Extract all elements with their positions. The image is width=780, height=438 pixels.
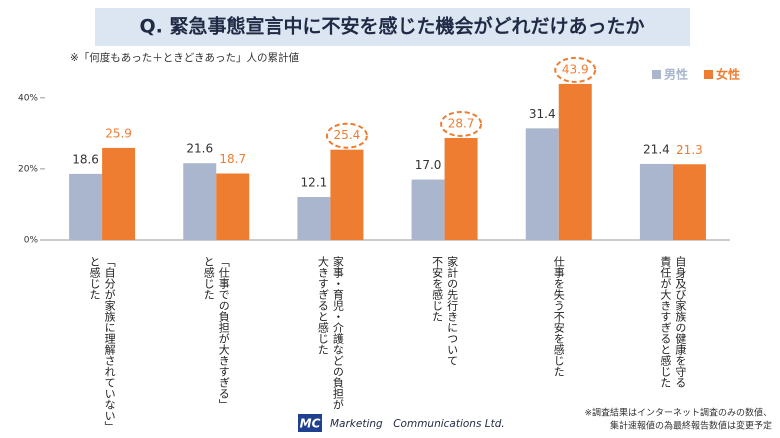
x-tick-label: 「仕事での負担が大きすぎる」 bbox=[217, 256, 230, 410]
x-tick-label: 家計の先行きについて bbox=[446, 255, 459, 366]
x-tick-label: 責任が大きすぎると感じた bbox=[659, 255, 672, 388]
x-tick-label: 大きすぎると感じた bbox=[316, 255, 329, 355]
value-label: 21.6 bbox=[186, 142, 213, 156]
bar bbox=[216, 173, 250, 240]
x-tick-label: 「自分が家族に理解されていない」 bbox=[103, 256, 116, 432]
highlight-circle bbox=[440, 110, 483, 137]
bar bbox=[444, 137, 478, 240]
x-tick-label: 不安を感じた bbox=[431, 256, 444, 322]
note: ※調査結果はインターネット調査のみの数値、 bbox=[584, 407, 772, 419]
bar bbox=[672, 164, 706, 240]
value-label: 18.7 bbox=[219, 152, 246, 166]
company: Marketing Communications Ltd. bbox=[330, 418, 505, 430]
value-label: 43.9 bbox=[562, 62, 589, 76]
bar bbox=[183, 163, 217, 240]
x-tick-label: 仕事を失う不安を感じた bbox=[552, 256, 565, 377]
bar bbox=[639, 163, 673, 240]
bar bbox=[525, 128, 559, 240]
y-tick-label: 0% bbox=[24, 236, 39, 246]
value-label: 28.7 bbox=[448, 116, 475, 130]
value-label: 18.6 bbox=[72, 152, 99, 166]
x-tick-label: と感じた bbox=[88, 256, 101, 300]
bar bbox=[558, 83, 592, 241]
bar bbox=[411, 179, 445, 240]
logo: MC bbox=[300, 417, 321, 431]
legend-label: 男性 bbox=[664, 67, 688, 82]
value-label: 31.4 bbox=[529, 107, 556, 121]
y-tick-label: 20% bbox=[18, 164, 38, 174]
legend-swatch bbox=[704, 70, 713, 79]
chart-title: Q. 緊急事態宣言中に不安を感じた機会がどれだけあったか bbox=[140, 15, 645, 38]
value-label: 17.0 bbox=[415, 158, 442, 172]
bar bbox=[102, 147, 136, 240]
bar bbox=[330, 149, 364, 240]
value-label: 21.4 bbox=[643, 142, 670, 156]
title-box bbox=[95, 8, 690, 46]
value-label: 12.1 bbox=[301, 175, 328, 189]
legend-swatch bbox=[652, 70, 661, 79]
chart-subtitle: ※「何度もあった＋ときどきあった」人の累計値 bbox=[70, 51, 299, 64]
legend-label: 女性 bbox=[716, 67, 740, 82]
x-tick-label: 家事・育児・介護などの負担が bbox=[331, 255, 344, 410]
note: 集計速報値の為最終報告数値は変更予定 bbox=[610, 420, 772, 432]
y-tick-label: 40% bbox=[18, 93, 38, 103]
logo-box bbox=[298, 414, 322, 432]
bar bbox=[297, 196, 331, 240]
value-label: 21.3 bbox=[676, 143, 703, 157]
highlight-circle bbox=[554, 56, 597, 83]
value-label: 25.9 bbox=[105, 126, 132, 140]
x-tick-label: 自身及び家族の健康を守る bbox=[674, 256, 687, 388]
value-label: 25.4 bbox=[334, 128, 361, 142]
highlight-circle bbox=[325, 122, 368, 149]
bar bbox=[69, 173, 103, 240]
x-tick-label: と感じた bbox=[202, 256, 215, 300]
